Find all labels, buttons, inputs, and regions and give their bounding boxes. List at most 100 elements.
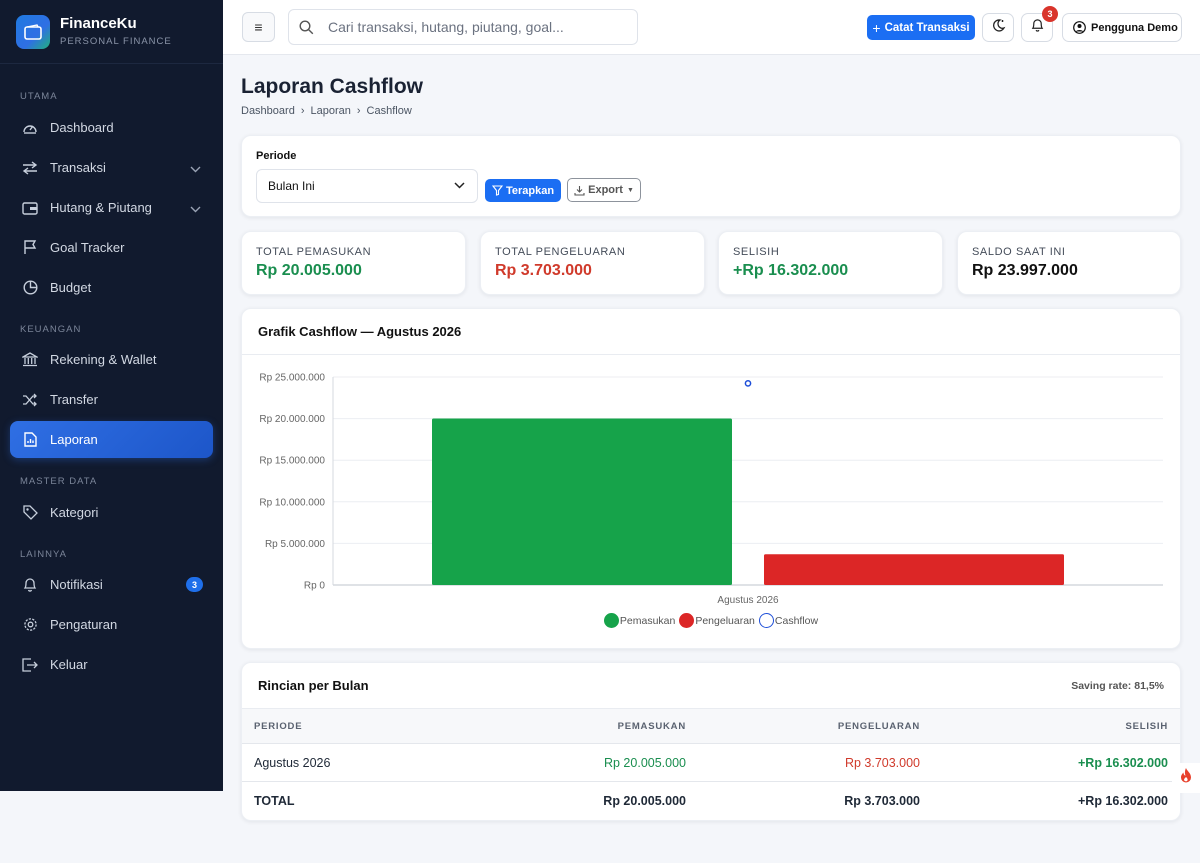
stat-card-difference: SELISIH +Rp 16.302.000 bbox=[718, 231, 943, 295]
speedometer-icon bbox=[22, 120, 38, 136]
section-utama: UTAMA bbox=[20, 91, 58, 102]
stat-card-income: TOTAL PEMASUKAN Rp 20.005.000 bbox=[241, 231, 466, 295]
sidebar-item-rekening-wallet[interactable]: Rekening & Wallet bbox=[10, 341, 213, 378]
search-box[interactable] bbox=[288, 9, 638, 45]
sidebar: FinanceKu PERSONAL FINANCE UTAMA Dashboa… bbox=[0, 0, 223, 791]
sidebar-item-pengaturan[interactable]: Pengaturan bbox=[10, 606, 213, 643]
header-selisih: SELISIH bbox=[932, 708, 1180, 744]
sidebar-item-laporan[interactable]: Laporan bbox=[10, 421, 213, 458]
stat-label: SELISIH bbox=[733, 246, 780, 258]
bell-icon bbox=[22, 577, 38, 593]
chart-legend: Pemasukan Pengeluaran Cashflow bbox=[242, 613, 1180, 628]
period-label: Periode bbox=[256, 150, 297, 162]
stat-value: Rp 3.703.000 bbox=[495, 262, 592, 279]
total-selisih: +Rp 16.302.000 bbox=[1078, 793, 1168, 808]
sidebar-item-transaksi[interactable]: Transaksi bbox=[10, 149, 213, 186]
brand[interactable]: FinanceKu PERSONAL FINANCE bbox=[0, 0, 223, 64]
legend-swatch-red bbox=[679, 613, 695, 628]
breadcrumb-dashboard[interactable]: Dashboard bbox=[241, 105, 295, 117]
bar-pemasukan bbox=[432, 418, 732, 585]
total-pemasukan: Rp 20.005.000 bbox=[603, 793, 686, 808]
brand-subtitle: PERSONAL FINANCE bbox=[60, 36, 172, 47]
export-label: Export bbox=[588, 184, 623, 196]
sidebar-item-kategori[interactable]: Kategori bbox=[10, 494, 213, 531]
topbar: ≡ + Catat Transaksi 3 Pengguna Demo bbox=[223, 0, 1200, 55]
period-select[interactable]: Bulan Ini bbox=[256, 169, 478, 203]
floating-fire-button[interactable] bbox=[1172, 763, 1200, 793]
breadcrumb-current: Cashflow bbox=[366, 105, 412, 117]
breadcrumb-separator: › bbox=[356, 105, 361, 117]
sidebar-item-budget[interactable]: Budget bbox=[10, 269, 213, 306]
point-cashflow bbox=[744, 380, 752, 387]
search-icon bbox=[299, 19, 314, 35]
user-circle-icon bbox=[1073, 21, 1086, 34]
apply-filter-button[interactable]: Terapkan bbox=[485, 179, 561, 202]
sidebar-item-label: Budget bbox=[50, 280, 92, 295]
y-tick-label: Rp 15.000.000 bbox=[259, 456, 325, 467]
sidebar-item-label: Notifikasi bbox=[50, 577, 103, 592]
filter-funnel-icon bbox=[491, 185, 503, 196]
cell-pengeluaran: Rp 3.703.000 bbox=[698, 743, 932, 782]
stat-label: SALDO SAAT INI bbox=[972, 246, 1066, 258]
stat-label: TOTAL PENGELUARAN bbox=[495, 246, 626, 258]
export-dropdown-button[interactable]: Export ▼ bbox=[567, 178, 641, 202]
plus-icon: + bbox=[872, 19, 881, 36]
breadcrumb-laporan[interactable]: Laporan bbox=[310, 105, 351, 117]
legend-swatch-green bbox=[603, 613, 619, 628]
header-pengeluaran: PENGELUARAN bbox=[698, 708, 932, 744]
monthly-detail-table: PERIODE PEMASUKAN PENGELUARAN SELISIH Ag… bbox=[242, 708, 1180, 820]
sidebar-item-label: Transfer bbox=[50, 392, 98, 407]
logout-icon bbox=[22, 657, 38, 673]
legend-item-pengeluaran[interactable]: Pengeluaran bbox=[679, 613, 755, 628]
search-input[interactable] bbox=[328, 19, 608, 35]
hamburger-icon: ≡ bbox=[254, 19, 263, 35]
cashflow-chart: Rp 0 Rp 5.000.000 Rp 10.000.000 Rp 15.000.0… bbox=[259, 373, 1163, 606]
sidebar-item-goal-tracker[interactable]: Goal Tracker bbox=[10, 229, 213, 266]
cell-pemasukan: Rp 20.005.000 bbox=[482, 743, 698, 782]
cell-periode: Agustus 2026 bbox=[242, 743, 482, 782]
sidebar-item-label: Laporan bbox=[50, 432, 98, 447]
add-transaction-button[interactable]: + Catat Transaksi bbox=[867, 15, 975, 40]
menu-toggle-button[interactable]: ≡ bbox=[242, 12, 275, 42]
sidebar-item-notifikasi[interactable]: Notifikasi 3 bbox=[10, 566, 213, 603]
tag-icon bbox=[22, 505, 38, 521]
report-file-icon bbox=[22, 432, 38, 448]
sidebar-item-label: Goal Tracker bbox=[50, 240, 125, 255]
shuffle-icon bbox=[22, 392, 38, 408]
notification-badge: 3 bbox=[1042, 6, 1058, 22]
user-menu-button[interactable]: Pengguna Demo bbox=[1062, 13, 1182, 42]
header-pemasukan: PEMASUKAN bbox=[482, 708, 698, 744]
table-title: Rincian per Bulan bbox=[258, 678, 369, 693]
sidebar-item-keluar[interactable]: Keluar bbox=[10, 646, 213, 683]
saving-rate: Saving rate: 81,5% bbox=[1071, 680, 1164, 692]
sidebar-item-label: Dashboard bbox=[50, 120, 114, 135]
stat-card-expense: TOTAL PENGELUARAN Rp 3.703.000 bbox=[480, 231, 705, 295]
legend-label: Pengeluaran bbox=[695, 614, 755, 627]
table-header-row: PERIODE PEMASUKAN PENGELUARAN SELISIH bbox=[242, 708, 1180, 744]
sidebar-item-label: Pengaturan bbox=[50, 617, 118, 632]
x-tick-label: Agustus 2026 bbox=[717, 595, 779, 606]
theme-toggle-button[interactable] bbox=[982, 13, 1014, 42]
header-periode: PERIODE bbox=[242, 708, 482, 744]
page-title: Laporan Cashflow bbox=[241, 75, 424, 98]
stat-card-balance: SALDO SAAT INI Rp 23.997.000 bbox=[957, 231, 1181, 295]
arrows-exchange-icon bbox=[22, 160, 38, 176]
sidebar-item-label: Transaksi bbox=[50, 160, 106, 175]
chevron-down-icon bbox=[454, 182, 465, 189]
sidebar-item-label: Kategori bbox=[50, 505, 99, 520]
section-master-data: MASTER DATA bbox=[20, 476, 98, 487]
legend-item-cashflow[interactable]: Cashflow bbox=[758, 613, 818, 628]
bar-pengeluaran bbox=[764, 554, 1064, 585]
legend-swatch-blue-outline bbox=[758, 613, 774, 628]
legend-item-pemasukan[interactable]: Pemasukan bbox=[603, 613, 675, 628]
total-pengeluaran: Rp 3.703.000 bbox=[844, 793, 920, 808]
moon-stars-icon bbox=[991, 18, 1006, 38]
sidebar-item-label: Rekening & Wallet bbox=[50, 352, 157, 367]
sidebar-item-dashboard[interactable]: Dashboard bbox=[10, 109, 213, 146]
y-tick-label: Rp 10.000.000 bbox=[259, 497, 325, 508]
chevron-down-icon bbox=[190, 201, 201, 216]
sidebar-item-transfer[interactable]: Transfer bbox=[10, 381, 213, 418]
table-row: Agustus 2026 Rp 20.005.000 Rp 3.703.000 … bbox=[242, 743, 1180, 782]
notifications-button[interactable]: 3 bbox=[1021, 6, 1058, 42]
sidebar-item-hutang-piutang[interactable]: Hutang & Piutang bbox=[10, 189, 213, 226]
